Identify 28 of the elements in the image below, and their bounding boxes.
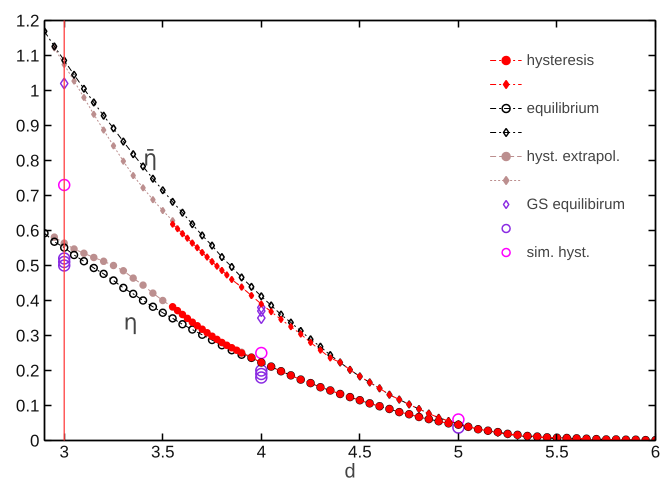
legend-label: GS equilibirum	[526, 196, 625, 212]
y-tick-label: 0.4	[16, 292, 40, 310]
legend-label: sim. hyst.	[526, 244, 590, 260]
y-tick-label: 0.3	[16, 326, 40, 346]
y-tick-label: 0.9	[16, 116, 40, 136]
y-tick-label: 1	[30, 82, 40, 100]
y-tick-label: 1.1	[16, 46, 40, 66]
y-tick-label: 0.5	[16, 256, 40, 276]
y-tick-label: 0.2	[16, 362, 40, 380]
legend-label: equilibrium	[526, 100, 600, 116]
annotation: η̄	[143, 146, 158, 172]
legend-label: hyst. extrapol.	[526, 148, 620, 164]
x-tick-label: 4.5	[348, 442, 372, 462]
y-tick-label: 0.7	[16, 186, 40, 206]
x-tick-label: 3	[59, 442, 69, 462]
x-tick-label: 5.5	[545, 442, 569, 462]
y-tick-label: 0.6	[16, 222, 40, 240]
x-tick-label: 6	[650, 442, 660, 462]
x-tick-label: 4	[256, 442, 266, 462]
x-tick-label: 3.5	[150, 442, 175, 462]
y-tick-label: 0	[30, 432, 40, 450]
annotation: η	[124, 310, 138, 336]
y-tick-label: 0.8	[16, 152, 40, 170]
legend-label: hysteresis	[526, 52, 594, 68]
x-axis-title: d	[344, 460, 356, 482]
y-tick-label: 1.2	[16, 12, 40, 30]
y-tick-label: 0.1	[16, 396, 40, 416]
x-tick-label: 5	[454, 442, 464, 462]
